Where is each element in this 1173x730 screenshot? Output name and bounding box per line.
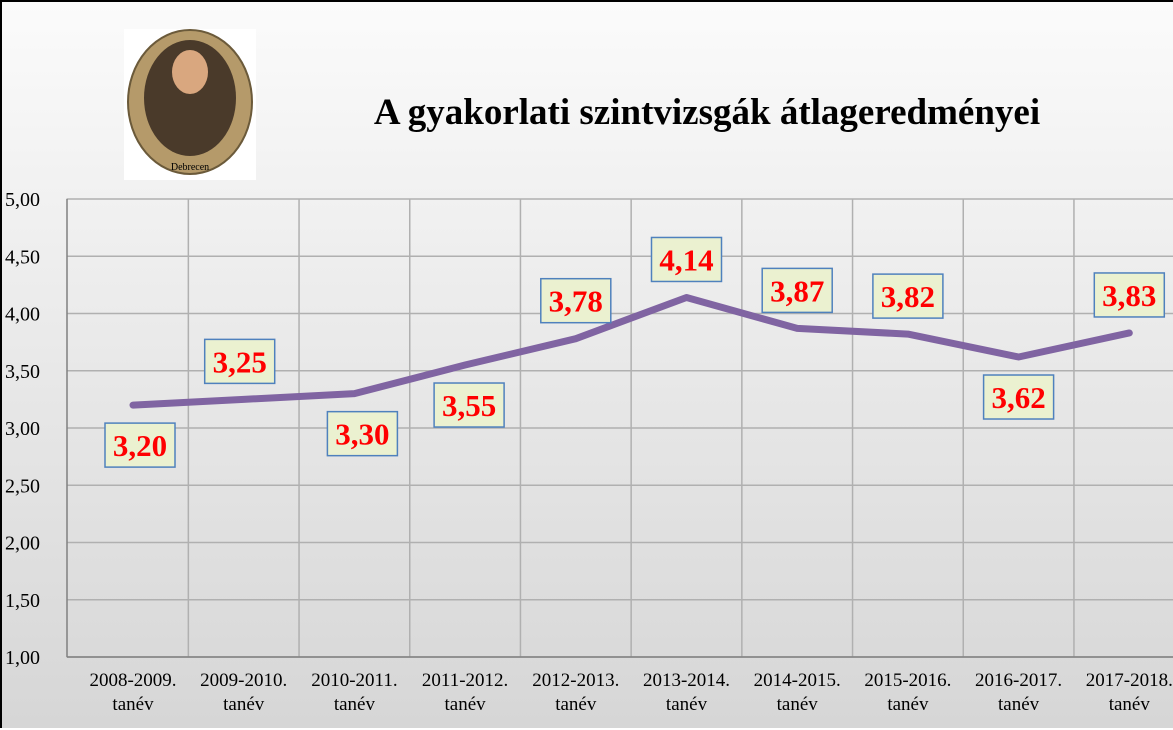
- value-label: 3,62: [991, 380, 1045, 415]
- y-tick-label: 3,50: [5, 361, 40, 383]
- y-tick-label: 5,00: [5, 189, 40, 211]
- value-label: 3,82: [881, 279, 935, 314]
- y-tick-label: 4,50: [5, 246, 40, 268]
- chart-title: A gyakorlati szintvizsgák átlageredménye…: [374, 92, 1040, 133]
- value-label: 3,83: [1102, 278, 1156, 313]
- x-tick-label: 2010-2011. tanév: [304, 669, 404, 717]
- y-tick-label: 3,00: [5, 418, 40, 440]
- value-label: 3,20: [113, 428, 167, 463]
- value-label: 3,30: [335, 417, 389, 452]
- x-tick-label: 2013-2014. tanév: [637, 669, 737, 717]
- chart: Debrecen A gyakorlati szintvizsgák átlag…: [2, 2, 1173, 730]
- x-tick-label: 2017-2018. tanév: [1079, 669, 1173, 717]
- y-tick-label: 4,00: [5, 304, 40, 326]
- y-tick-label: 1,00: [5, 647, 40, 669]
- x-tick-label: 2009-2010. tanév: [194, 669, 294, 717]
- x-tick-label: 2008-2009. tanév: [83, 669, 183, 717]
- y-tick-label: 1,50: [5, 590, 40, 612]
- value-label: 3,55: [442, 388, 496, 423]
- y-tick-label: 2,50: [5, 475, 40, 497]
- value-label: 3,25: [213, 344, 267, 379]
- x-tick-label: 2012-2013. tanév: [526, 669, 626, 717]
- value-label: 3,78: [549, 284, 603, 319]
- x-tick-label: 2016-2017. tanév: [969, 669, 1069, 717]
- logo-face: [172, 50, 208, 94]
- y-tick-label: 2,00: [5, 533, 40, 555]
- value-label: 4,14: [659, 242, 713, 277]
- x-tick-label: 2014-2015. tanév: [747, 669, 847, 717]
- x-tick-label: 2011-2012. tanév: [415, 669, 515, 717]
- x-tick-label: 2015-2016. tanév: [858, 669, 958, 717]
- logo-caption: Debrecen: [171, 162, 209, 173]
- slide: Debrecen A gyakorlati szintvizsgák átlag…: [0, 0, 1173, 728]
- value-label: 3,87: [770, 273, 824, 308]
